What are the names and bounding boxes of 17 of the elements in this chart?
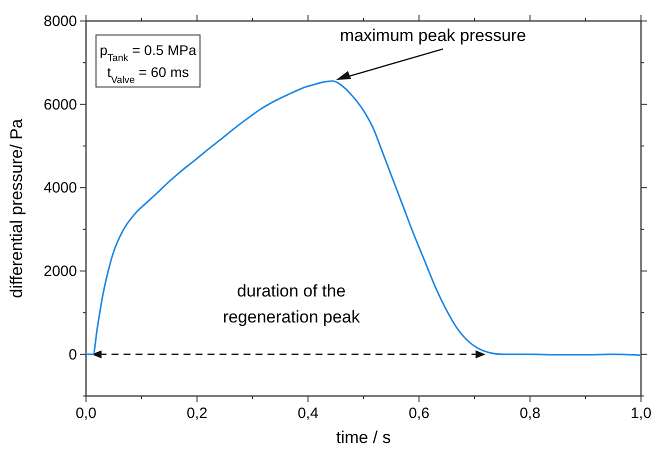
- y-tick-label: 0: [68, 346, 77, 364]
- annotation: p$_{Tank}$ = 0.5 MPa: [100, 42, 197, 64]
- x-tick-label: 0,8: [520, 405, 540, 422]
- x-tick-label: 0,6: [408, 405, 430, 422]
- y-tick-label: 4000: [44, 180, 77, 197]
- annotation: t$_{Valve}$ = 60 ms: [107, 64, 189, 86]
- x-tick-label: 0,4: [298, 405, 318, 422]
- annotation: duration of the regeneration peak: [222, 281, 360, 326]
- annotation: maximum peak pressure: [340, 26, 526, 45]
- x-tick-label: 1,0: [630, 405, 652, 422]
- x-tick-label: 0,2: [186, 405, 208, 422]
- y-tick-label: 6000: [44, 96, 77, 114]
- x-axis-title: time / s: [336, 428, 391, 447]
- y-tick-label: 2000: [44, 263, 77, 280]
- y-tick-label: 8000: [44, 13, 77, 30]
- x-tick-label: 0,0: [76, 405, 96, 422]
- y-axis-title: differential pressure/ Pa: [7, 118, 26, 298]
